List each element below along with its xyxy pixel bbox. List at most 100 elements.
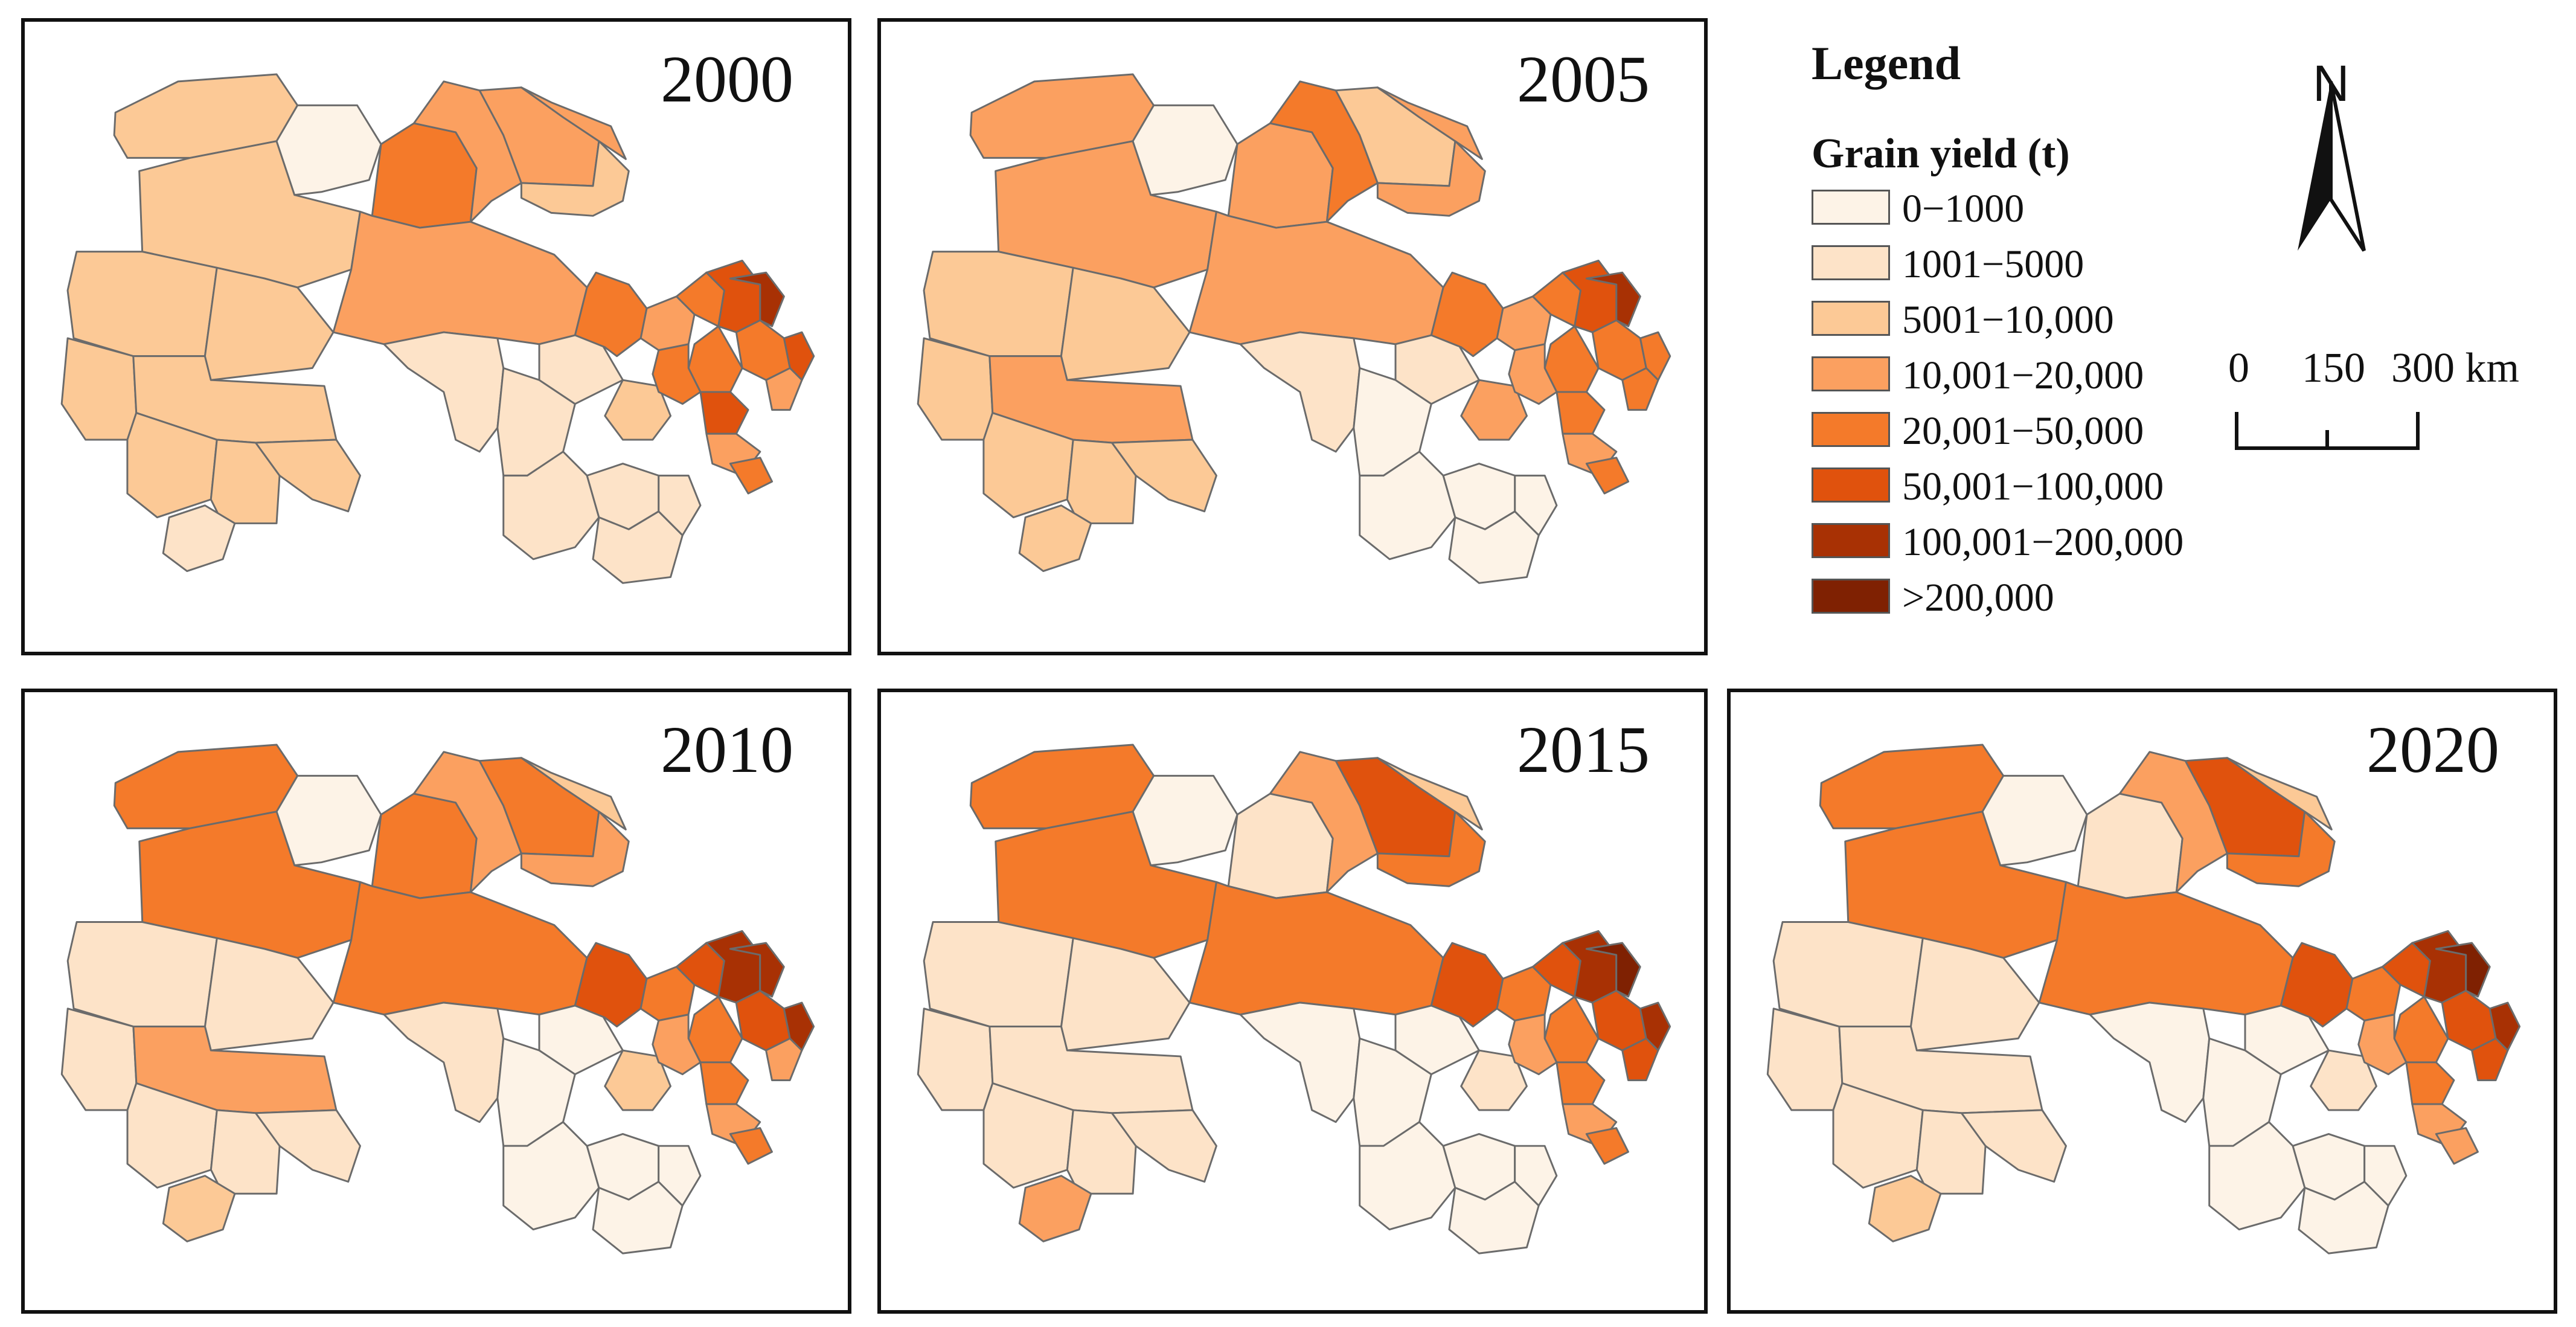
scale-label: 150	[2302, 345, 2365, 391]
map-region	[729, 942, 785, 998]
map-region	[1132, 104, 1238, 196]
legend-subtitle: Grain yield (t)	[1812, 130, 2070, 177]
year-label: 2000	[661, 42, 793, 116]
map-region	[2357, 1014, 2408, 1076]
scale-bar-line	[2235, 412, 2420, 450]
map-region	[1060, 937, 1191, 1052]
year-label: 2020	[2366, 713, 2499, 786]
year-label: 2015	[1517, 713, 1650, 786]
map-region	[917, 337, 994, 441]
map-region	[1556, 391, 1606, 435]
legend-swatch	[1812, 301, 1890, 336]
map-region	[1018, 1175, 1092, 1242]
map-region	[1591, 989, 1647, 1052]
map-region	[275, 104, 382, 196]
legend-swatch	[1812, 245, 1890, 280]
map-region	[592, 1181, 684, 1255]
map-region	[332, 881, 588, 1016]
map-region	[729, 1127, 773, 1165]
map-region	[66, 251, 218, 358]
map-region	[574, 942, 648, 1027]
map-region	[574, 271, 648, 358]
map-region	[1910, 937, 2040, 1052]
year-label: 2005	[1517, 42, 1650, 116]
map-region	[1543, 995, 1600, 1064]
map-region	[729, 271, 785, 327]
map-region	[1376, 811, 1486, 887]
map-region	[2363, 1145, 2408, 1207]
map-region	[1766, 1007, 1844, 1111]
legend-label: 20,001−50,000	[1902, 409, 2144, 453]
map-panel-2005: 2005	[877, 18, 1708, 655]
map-region	[60, 1007, 138, 1111]
map-region	[687, 995, 743, 1064]
map-region	[1591, 319, 1647, 381]
map-region	[1448, 1181, 1540, 1255]
map-region	[412, 751, 522, 893]
map-region	[60, 337, 138, 441]
map-region	[2393, 995, 2449, 1064]
legend-label: 10,001−20,000	[1902, 353, 2144, 397]
map-region	[204, 937, 335, 1052]
year-label: 2010	[661, 713, 793, 786]
map-region	[917, 1007, 994, 1111]
map-region	[1556, 1061, 1606, 1105]
map-region	[1110, 439, 1217, 513]
legend-swatch	[1812, 190, 1890, 225]
map-region	[652, 343, 702, 405]
map-region	[783, 1001, 815, 1052]
map-region	[1514, 1145, 1558, 1207]
legend-swatch	[1812, 412, 1890, 447]
map-region	[412, 80, 522, 223]
map-region	[1639, 1001, 1671, 1052]
map-region	[1448, 510, 1540, 584]
map-region	[66, 921, 218, 1027]
map-region	[1430, 942, 1504, 1027]
map-region	[383, 1001, 505, 1123]
legend-label: 1001−5000	[1902, 242, 2084, 286]
legend: Legend Grain yield (t) 0−1000 1001−5000 …	[1805, 24, 2566, 634]
legend-title: Legend	[1812, 37, 1961, 89]
map-region	[923, 251, 1074, 358]
legend-label: 100,001−200,000	[1902, 520, 2184, 564]
map-region	[162, 1175, 236, 1242]
map-region	[699, 1061, 749, 1105]
map-region	[658, 1145, 702, 1207]
map-region	[1585, 942, 1641, 998]
map-region	[1269, 751, 1379, 893]
map-region	[2488, 1001, 2521, 1052]
map-region	[2280, 942, 2354, 1027]
map-region	[1132, 774, 1238, 867]
map-region	[1018, 504, 1092, 573]
map-region	[2038, 881, 2294, 1016]
map-region	[1639, 331, 1671, 381]
map-region	[1508, 1014, 1558, 1076]
legend-label: 50,001−100,000	[1902, 464, 2164, 509]
scale-bar: 0 150 300 km	[2228, 344, 2572, 465]
map-region	[2435, 942, 2491, 998]
map-region	[1508, 343, 1558, 405]
legend-label: 0−1000	[1902, 187, 2025, 231]
map-region	[1981, 774, 2088, 867]
map-region	[1961, 1109, 2067, 1183]
map-region	[1188, 210, 1444, 345]
map-region	[2441, 989, 2497, 1052]
map-panel-2010: 2010	[21, 689, 851, 1314]
map-region	[1514, 474, 1558, 536]
map-panel-2000: 2000	[21, 18, 851, 655]
map-region	[383, 331, 505, 453]
legend-label: 5001−10,000	[1902, 298, 2114, 342]
scale-label: 300 km	[2391, 345, 2519, 391]
map-region	[2435, 1127, 2479, 1165]
choropleth-map	[917, 744, 1671, 1255]
map-region	[652, 1014, 702, 1076]
map-region	[687, 325, 743, 393]
map-region	[658, 474, 702, 536]
map-region	[765, 367, 803, 411]
map-region	[765, 1037, 803, 1081]
map-region	[1060, 266, 1191, 381]
map-region	[1239, 331, 1361, 453]
scale-label: 0	[2228, 345, 2249, 391]
legend-label: >200,000	[1902, 576, 2054, 620]
map-region	[520, 140, 630, 217]
